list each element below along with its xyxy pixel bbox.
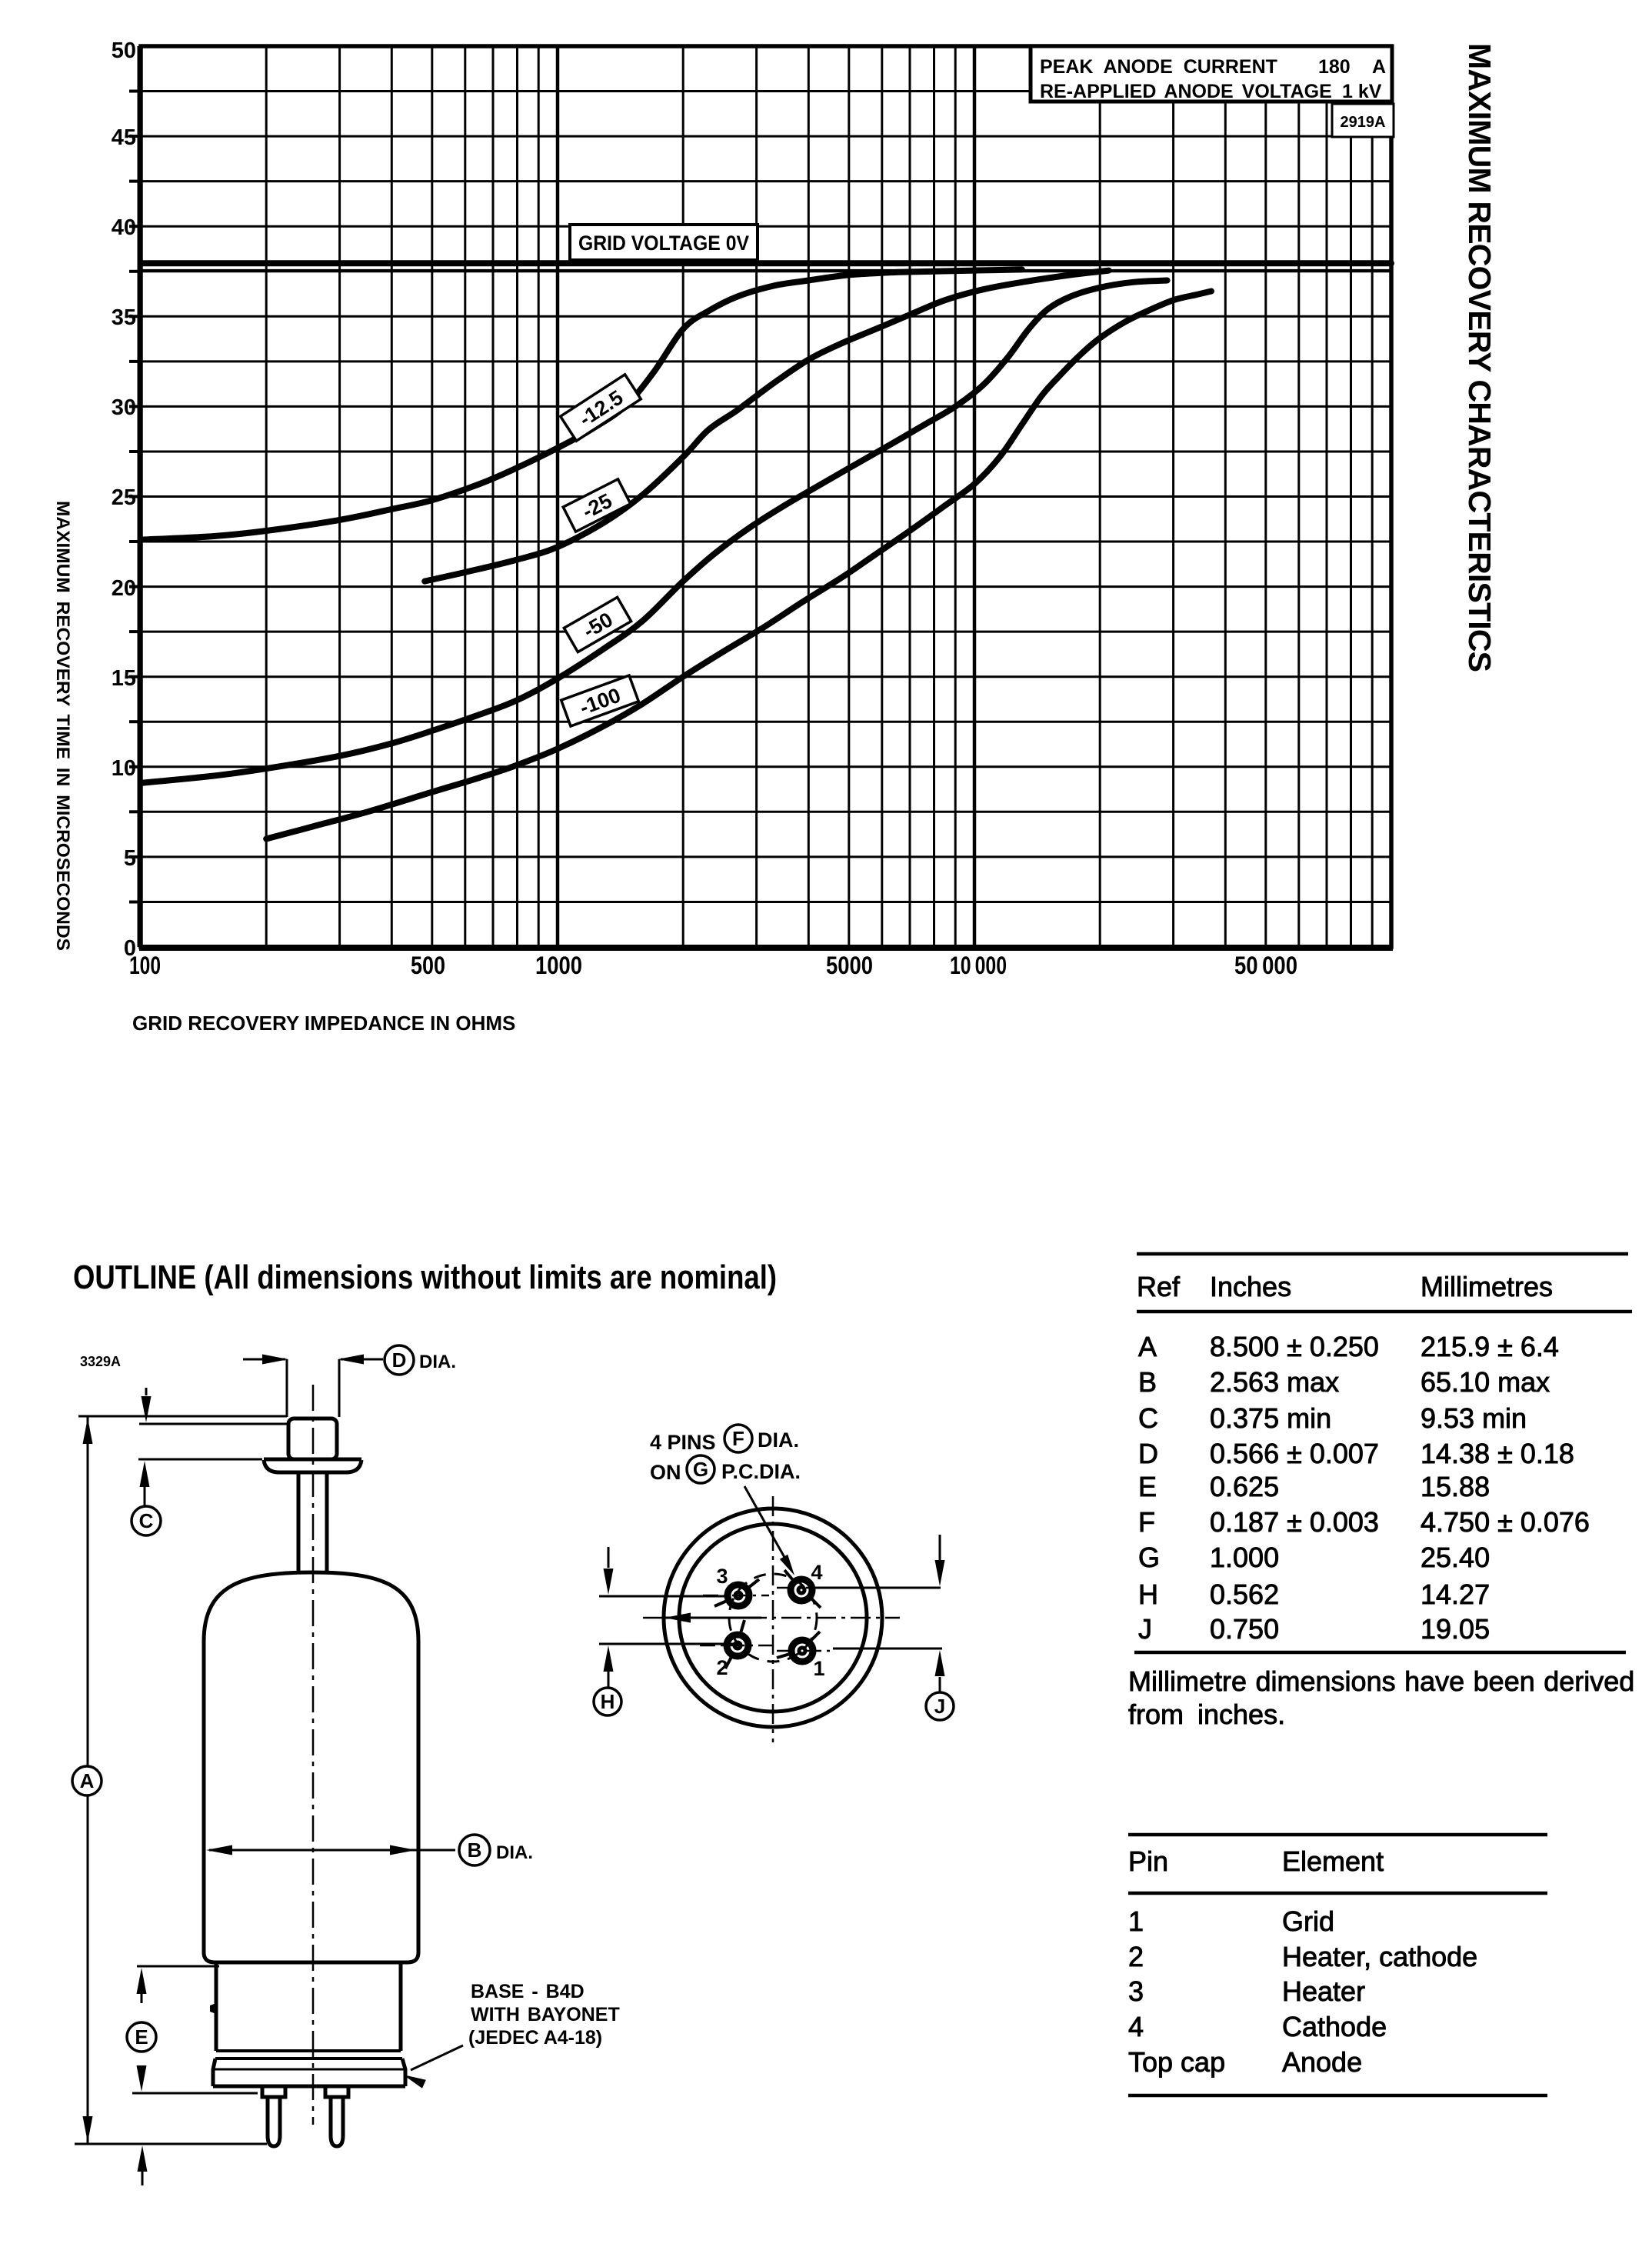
svg-text:50 000: 50 000 [1234, 952, 1297, 979]
svg-text:2.563 max: 2.563 max [1210, 1366, 1339, 1398]
svg-text:Ref: Ref [1137, 1271, 1181, 1302]
svg-text:65.10 max: 65.10 max [1421, 1366, 1550, 1398]
svg-text:B: B [1138, 1366, 1157, 1398]
svg-text:OUTLINE (All dimensions withou: OUTLINE (All dimensions without limits a… [73, 1259, 777, 1296]
svg-text:1.000: 1.000 [1210, 1542, 1279, 1573]
svg-text:Anode: Anode [1282, 2046, 1362, 2078]
svg-text:MAXIMUM RECOVERY CHARACTERISTI: MAXIMUM RECOVERY CHARACTERISTICS [1462, 43, 1497, 672]
svg-text:Top cap: Top cap [1128, 2046, 1225, 2078]
svg-text:F: F [732, 1427, 744, 1450]
svg-text:0.566 ± 0.007: 0.566 ± 0.007 [1210, 1438, 1379, 1469]
svg-text:F: F [1138, 1506, 1155, 1538]
svg-text:100: 100 [129, 952, 161, 979]
svg-text:1: 1 [1128, 1905, 1144, 1937]
svg-text:14.38 ± 0.18: 14.38 ± 0.18 [1421, 1438, 1574, 1469]
svg-text:50: 50 [112, 38, 136, 63]
svg-text:4 PINS: 4 PINS [650, 1431, 716, 1454]
svg-text:3329A: 3329A [80, 1354, 121, 1369]
svg-text:5: 5 [124, 846, 136, 871]
svg-text:Millimetres: Millimetres [1421, 1271, 1553, 1302]
svg-text:4: 4 [1128, 2011, 1144, 2042]
svg-text:45: 45 [112, 125, 136, 150]
svg-text:0.562: 0.562 [1210, 1579, 1279, 1610]
svg-text:D: D [392, 1349, 407, 1372]
svg-text:P.C.DIA.: P.C.DIA. [721, 1460, 801, 1483]
svg-text:A: A [80, 1769, 95, 1792]
svg-text:Heater: Heater [1282, 1975, 1365, 2007]
svg-text:25: 25 [112, 485, 136, 510]
svg-text:DIA.: DIA. [758, 1429, 799, 1452]
svg-text:J: J [1138, 1613, 1152, 1645]
svg-text:(JEDEC A4-18): (JEDEC A4-18) [468, 2027, 602, 2049]
svg-text:A: A [1138, 1331, 1157, 1362]
svg-text:B: B [468, 1839, 482, 1862]
svg-text:10: 10 [112, 756, 136, 781]
svg-text:180: 180 [1318, 56, 1351, 78]
svg-text:Heater, cathode: Heater, cathode [1282, 1941, 1477, 1972]
svg-text:500: 500 [411, 952, 445, 979]
svg-text:2: 2 [1128, 1941, 1144, 1972]
svg-text:C: C [1138, 1402, 1158, 1434]
svg-text:G: G [1138, 1542, 1160, 1573]
svg-text:14.27: 14.27 [1421, 1579, 1490, 1610]
svg-text:2919A: 2919A [1341, 114, 1386, 131]
svg-text:G: G [693, 1458, 708, 1481]
svg-text:3: 3 [1128, 1975, 1144, 2007]
svg-text:19.05: 19.05 [1421, 1613, 1490, 1645]
svg-text:Element: Element [1282, 1845, 1384, 1877]
svg-text:H: H [601, 1690, 615, 1713]
svg-text:15: 15 [112, 666, 136, 691]
svg-text:MAXIMUM RECOVERY TIME IN MICRO: MAXIMUM RECOVERY TIME IN MICROSECONDS [52, 501, 73, 951]
svg-text:9.53 min: 9.53 min [1421, 1402, 1527, 1434]
svg-text:20: 20 [112, 576, 136, 601]
svg-text:0: 0 [124, 936, 136, 961]
svg-text:215.9 ± 6.4: 215.9 ± 6.4 [1421, 1331, 1559, 1362]
svg-text:5000: 5000 [826, 952, 873, 979]
svg-text:4.750 ± 0.076: 4.750 ± 0.076 [1421, 1506, 1590, 1538]
svg-text:Grid: Grid [1282, 1905, 1334, 1937]
svg-text:15.88: 15.88 [1421, 1471, 1490, 1502]
svg-text:RE-APPLIED ANODE VOLTAGE: RE-APPLIED ANODE VOLTAGE [1040, 81, 1332, 102]
svg-text:WITH BAYONET: WITH BAYONET [471, 2004, 620, 2025]
svg-text:from inches.: from inches. [1128, 1699, 1285, 1730]
svg-text:PEAK ANODE CURRENT: PEAK ANODE CURRENT [1040, 56, 1277, 78]
svg-text:H: H [1138, 1579, 1158, 1610]
svg-text:1000: 1000 [535, 952, 582, 979]
svg-text:1: 1 [813, 1657, 824, 1680]
svg-text:E: E [135, 2025, 148, 2049]
svg-text:0.187 ± 0.003: 0.187 ± 0.003 [1210, 1506, 1379, 1538]
svg-text:E: E [1138, 1471, 1157, 1502]
svg-text:30: 30 [112, 395, 136, 420]
svg-text:10 000: 10 000 [950, 952, 1007, 979]
svg-text:1 kV: 1 kV [1342, 81, 1382, 102]
svg-text:2: 2 [716, 1656, 728, 1679]
svg-text:ON: ON [650, 1461, 681, 1484]
svg-text:35: 35 [112, 305, 136, 330]
svg-text:DIA.: DIA. [496, 1842, 533, 1863]
svg-text:BASE - B4D: BASE - B4D [471, 1981, 585, 2002]
svg-text:A: A [1372, 56, 1386, 78]
svg-text:Cathode: Cathode [1282, 2011, 1387, 2042]
svg-text:DIA.: DIA. [419, 1352, 456, 1372]
svg-text:Inches: Inches [1210, 1271, 1291, 1302]
svg-text:40: 40 [112, 215, 136, 240]
svg-text:Millimetre dimensions have bee: Millimetre dimensions have been derived [1128, 1665, 1634, 1697]
svg-text:8.500 ± 0.250: 8.500 ± 0.250 [1210, 1331, 1379, 1362]
svg-text:Pin: Pin [1128, 1845, 1168, 1877]
svg-text:3: 3 [716, 1565, 728, 1588]
svg-text:0.375 min: 0.375 min [1210, 1402, 1331, 1434]
svg-text:0.625: 0.625 [1210, 1471, 1279, 1502]
svg-text:J: J [934, 1695, 945, 1718]
svg-text:GRID VOLTAGE 0V: GRID VOLTAGE 0V [578, 232, 749, 255]
svg-text:GRID RECOVERY IMPEDANCE IN OHM: GRID RECOVERY IMPEDANCE IN OHMS [132, 1012, 515, 1035]
svg-text:C: C [139, 1509, 154, 1532]
svg-text:D: D [1138, 1438, 1158, 1469]
svg-text:0.750: 0.750 [1210, 1613, 1279, 1645]
svg-text:4: 4 [811, 1561, 822, 1584]
svg-text:25.40: 25.40 [1421, 1542, 1490, 1573]
